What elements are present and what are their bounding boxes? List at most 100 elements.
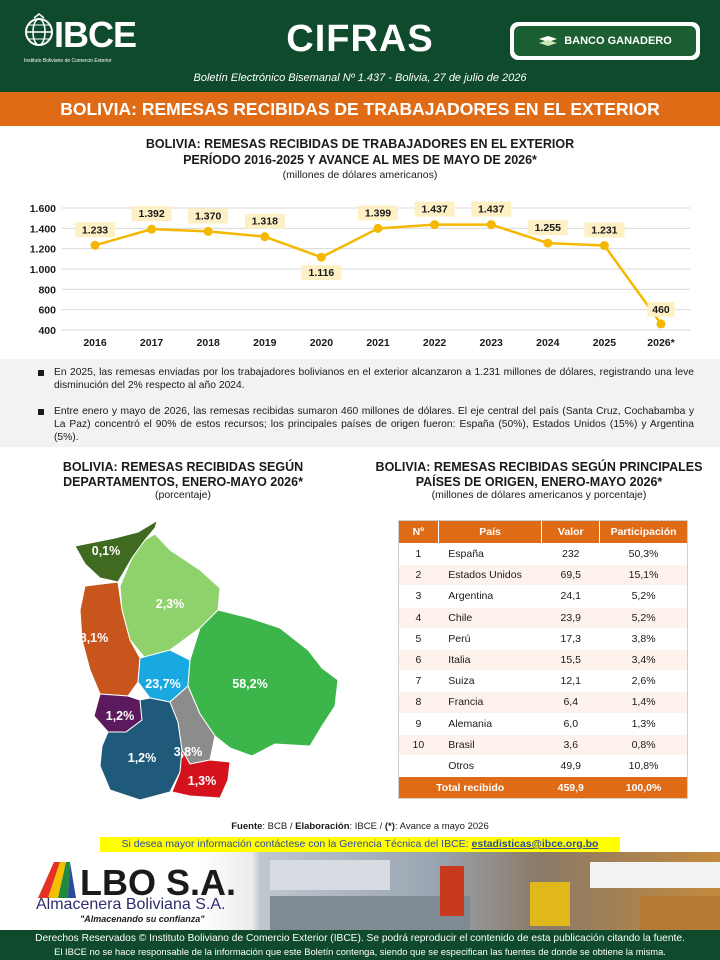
map-region-label: 3,8%	[174, 745, 203, 759]
table-cell: 3	[398, 585, 439, 608]
table-cell: 3,8%	[599, 628, 688, 650]
x-tick-label: 2025	[593, 337, 617, 349]
x-tick-label: 2020	[310, 337, 334, 349]
table-cell: 8	[398, 691, 439, 714]
table-row: 4 Chile 23,9 5,2%	[398, 607, 688, 629]
sponsor-name: BANCO GANADERO	[564, 35, 672, 47]
albo-logo-icon	[38, 862, 76, 898]
data-point	[316, 252, 326, 262]
bullet-marker	[38, 409, 44, 415]
ad-brand: LBO S.A.	[80, 862, 237, 903]
globe-icon	[25, 13, 53, 46]
table-header-row: Nº País Valor Participación	[398, 520, 688, 544]
table-cell: España	[438, 543, 542, 566]
data-label-bg	[527, 220, 568, 236]
source-label: Fuente	[231, 821, 263, 832]
bullet-marker	[38, 370, 44, 376]
ad-brand-subtitle: Almacenera Boliviana S.A.	[36, 896, 226, 913]
table-cell: 5	[398, 628, 439, 650]
data-label-bg	[244, 213, 285, 229]
x-tick-label: 2019	[253, 337, 277, 349]
footer-disclaimer: El IBCE no se hace responsable de la inf…	[54, 946, 666, 957]
total-label: Total recibido	[398, 776, 542, 800]
y-tick-label: 1.200	[30, 244, 56, 256]
table-subtitle: (millones de dólares americanos y porcen…	[431, 489, 647, 501]
ad-photo-loader	[530, 882, 570, 926]
data-point	[373, 223, 383, 233]
table-cell: 4	[398, 607, 439, 629]
table-cell: 10	[398, 734, 439, 756]
table-cell: 3,4%	[599, 649, 688, 672]
table-cell: 2	[398, 564, 439, 587]
y-tick-label: 800	[38, 284, 56, 296]
data-label: 1.399	[365, 207, 391, 219]
map-region-label: 2,3%	[156, 597, 185, 611]
data-point	[543, 238, 553, 248]
contact-highlight	[100, 837, 620, 852]
data-point	[486, 220, 496, 230]
table-row: 6 Italia 15,5 3,4%	[398, 649, 688, 672]
data-point	[656, 319, 666, 329]
column-header: Nº	[398, 520, 439, 544]
section-banner	[0, 92, 720, 126]
sponsor-badge[interactable]: BANCO GANADERO	[514, 26, 696, 56]
table-cell: 6,4	[541, 691, 600, 714]
data-label-bg	[358, 205, 398, 221]
note-value: : Avance a mayo 2026	[394, 821, 489, 832]
table-cell: 15,1%	[599, 564, 688, 587]
data-label: 1.437	[478, 204, 504, 216]
data-label: 460	[652, 304, 670, 316]
data-label: 1.318	[252, 216, 278, 228]
line-chart-subtitle: (millones de dólares americanos)	[282, 169, 438, 181]
data-point	[203, 226, 213, 236]
x-tick-label: 2017	[140, 337, 164, 349]
table-cell: Alemania	[438, 713, 542, 735]
table-cell: Brasil	[438, 734, 542, 756]
table-row: 3 Argentina 24,1 5,2%	[398, 585, 688, 608]
column-header: País	[437, 520, 543, 544]
table-cell: 232	[541, 543, 600, 566]
data-label-bg	[131, 206, 172, 222]
table-cell: Otros	[438, 755, 542, 778]
table-row: 5 Perú 17,3 3,8%	[398, 628, 688, 650]
map-region-label: 23,7%	[145, 677, 180, 691]
series-line	[94, 223, 663, 325]
table-cell: 3,6	[541, 734, 600, 756]
table-cell: 6,0	[541, 713, 600, 735]
data-point	[430, 220, 440, 230]
x-tick-label: 2018	[197, 337, 221, 349]
contact-email-link[interactable]: estadisticas@ibce.org.bo	[471, 838, 599, 850]
data-label-bg	[647, 301, 675, 317]
source-note: Fuente: BCB / Elaboración: IBCE / (*): A…	[0, 821, 720, 832]
logo-wordmark: IBCE	[54, 14, 137, 55]
map-subtitle: (porcentaje)	[154, 489, 212, 501]
table-row: 7 Suiza 12,1 2,6%	[398, 670, 688, 693]
table-cell: Argentina	[438, 585, 542, 608]
ibce-logo[interactable]: IBCE Instituto Boliviano de Comercio Ext…	[24, 12, 137, 64]
data-label-bg	[414, 201, 455, 217]
highlight-text-2: Entre enero y mayo de 2026, las remesas …	[54, 406, 694, 443]
contact-note: Si desea mayor información contáctese co…	[100, 838, 620, 850]
table-cell: 1,3%	[599, 713, 688, 735]
map-region-label: 58,2%	[232, 677, 267, 691]
ad-photo-sky	[270, 860, 390, 890]
table-row: 2 Estados Unidos 69,5 15,1%	[398, 564, 688, 587]
table-cell: 69,5	[541, 564, 600, 587]
column-header: Valor	[541, 520, 601, 544]
data-label-bg	[301, 265, 342, 281]
data-label: 1.116	[309, 267, 335, 279]
total-cell: 459,9	[541, 776, 600, 800]
elaboration-value: : IBCE /	[349, 821, 385, 832]
table-cell: 1	[398, 543, 439, 566]
countries-table: Nº País Valor Participación 1 España 232 5 0…	[398, 520, 688, 800]
table-cell: 2,6%	[599, 670, 688, 693]
table-row: 8 Francia 6,4 1,4%	[398, 691, 688, 714]
table-title-line2: PAÍSES DE ORIGEN, ENERO-MAYO 2026*	[415, 475, 663, 489]
table-cell: 5,2%	[599, 585, 688, 608]
table-cell: 0,8%	[599, 734, 688, 756]
table-cell: 5,2%	[599, 607, 688, 629]
table-cell: 12,1	[541, 670, 600, 693]
highlights-box	[0, 359, 720, 447]
data-point	[90, 240, 100, 250]
table-title: BOLIVIA: REMESAS RECIBIDAS SEGÚN PRINCIP…	[375, 460, 703, 474]
